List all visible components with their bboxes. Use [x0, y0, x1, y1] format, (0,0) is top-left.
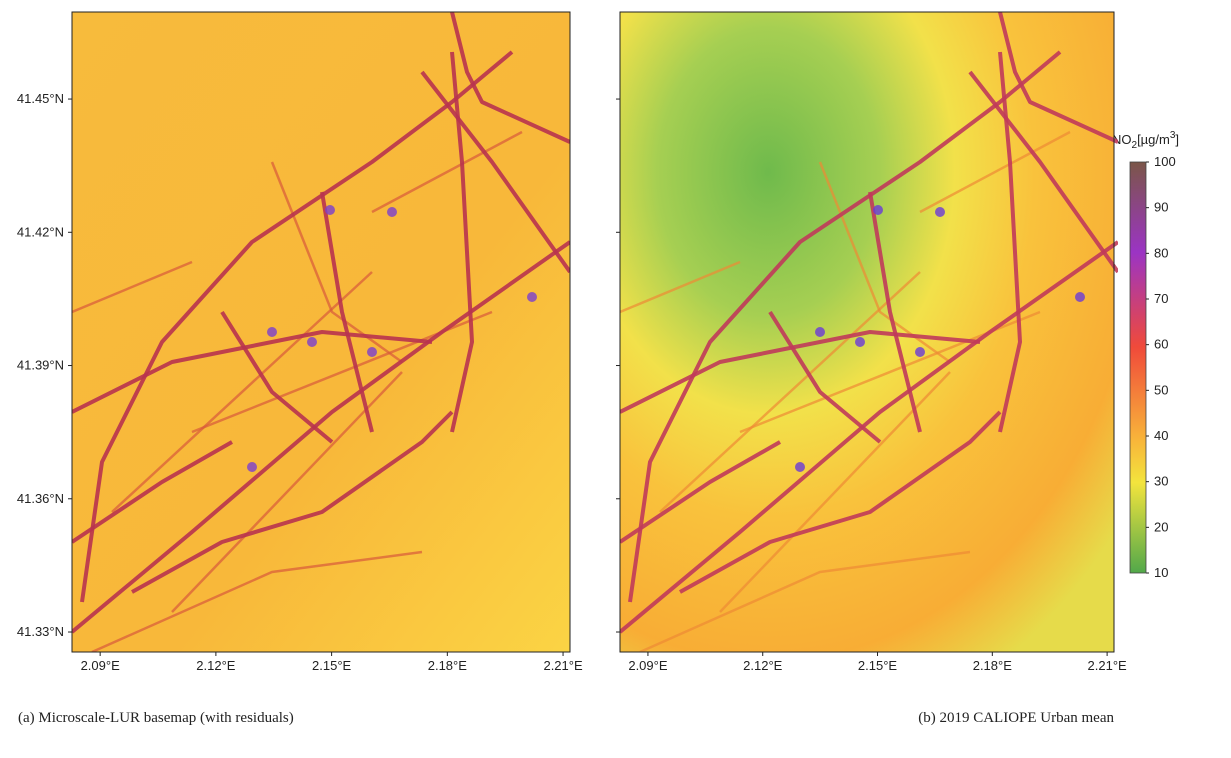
hotspot [915, 347, 925, 357]
colorbar-tick-label: 80 [1154, 245, 1168, 260]
hotspot [1075, 292, 1085, 302]
map-content [72, 12, 570, 652]
hotspot [367, 347, 377, 357]
colorbar-tick-label: 40 [1154, 428, 1168, 443]
hotspot [307, 337, 317, 347]
map-panel [620, 12, 1118, 652]
hotspot [387, 207, 397, 217]
colorbar-tick-label: 90 [1154, 200, 1168, 215]
hotspot [325, 205, 335, 215]
x-tick-label: 2.12°E [743, 658, 783, 673]
y-tick-label: 41.45°N [17, 91, 64, 106]
hotspot [815, 327, 825, 337]
x-tick-label: 2.09°E [628, 658, 668, 673]
hotspot [247, 462, 257, 472]
y-tick-label: 41.36°N [17, 491, 64, 506]
colorbar-label-part: [µg/m [1137, 132, 1170, 147]
x-tick-label: 2.15°E [858, 658, 898, 673]
x-tick-label: 2.12°E [196, 658, 236, 673]
colorbar-tick-label: 50 [1154, 382, 1168, 397]
caption: (b) 2019 CALIOPE Urban mean [918, 710, 1114, 726]
hotspot [935, 207, 945, 217]
colorbar-tick-label: 30 [1154, 474, 1168, 489]
hotspot [267, 327, 277, 337]
x-tick-label: 2.18°E [428, 658, 468, 673]
colorbar [1130, 162, 1146, 573]
hotspot [855, 337, 865, 347]
colorbar-label: NO2[µg/m3] [1112, 130, 1179, 151]
x-tick-label: 2.21°E [1088, 658, 1128, 673]
hotspot [873, 205, 883, 215]
figure: NO2[µg/m3] 2.09°E 2.12°E 2.15°E 2.18°E 2.21°… [0, 0, 1231, 753]
y-tick-label: 41.33°N [17, 624, 64, 639]
colorbar-label-part: ] [1175, 132, 1179, 147]
y-tick-label: 41.42°N [17, 224, 64, 239]
x-tick-label: 2.21°E [543, 658, 583, 673]
x-tick-label: 2.15°E [312, 658, 352, 673]
map-content [620, 12, 1118, 652]
colorbar-tick-label: 70 [1154, 291, 1168, 306]
y-tick-label: 41.39°N [17, 358, 64, 373]
caption: (a) Microscale-LUR basemap (with residua… [18, 710, 294, 726]
hotspot [527, 292, 537, 302]
colorbar-tick-label: 100 [1154, 154, 1176, 169]
x-tick-label: 2.09°E [81, 658, 121, 673]
colorbar-tick-label: 60 [1154, 337, 1168, 352]
colorbar-tick-label: 20 [1154, 519, 1168, 534]
page: {"panels": [ {"caption": "(a) Microscale… [0, 0, 1231, 753]
colorbar-tick-label: 10 [1154, 565, 1168, 580]
x-tick-label: 2.18°E [973, 658, 1013, 673]
hotspot [795, 462, 805, 472]
map-panel [72, 12, 570, 652]
